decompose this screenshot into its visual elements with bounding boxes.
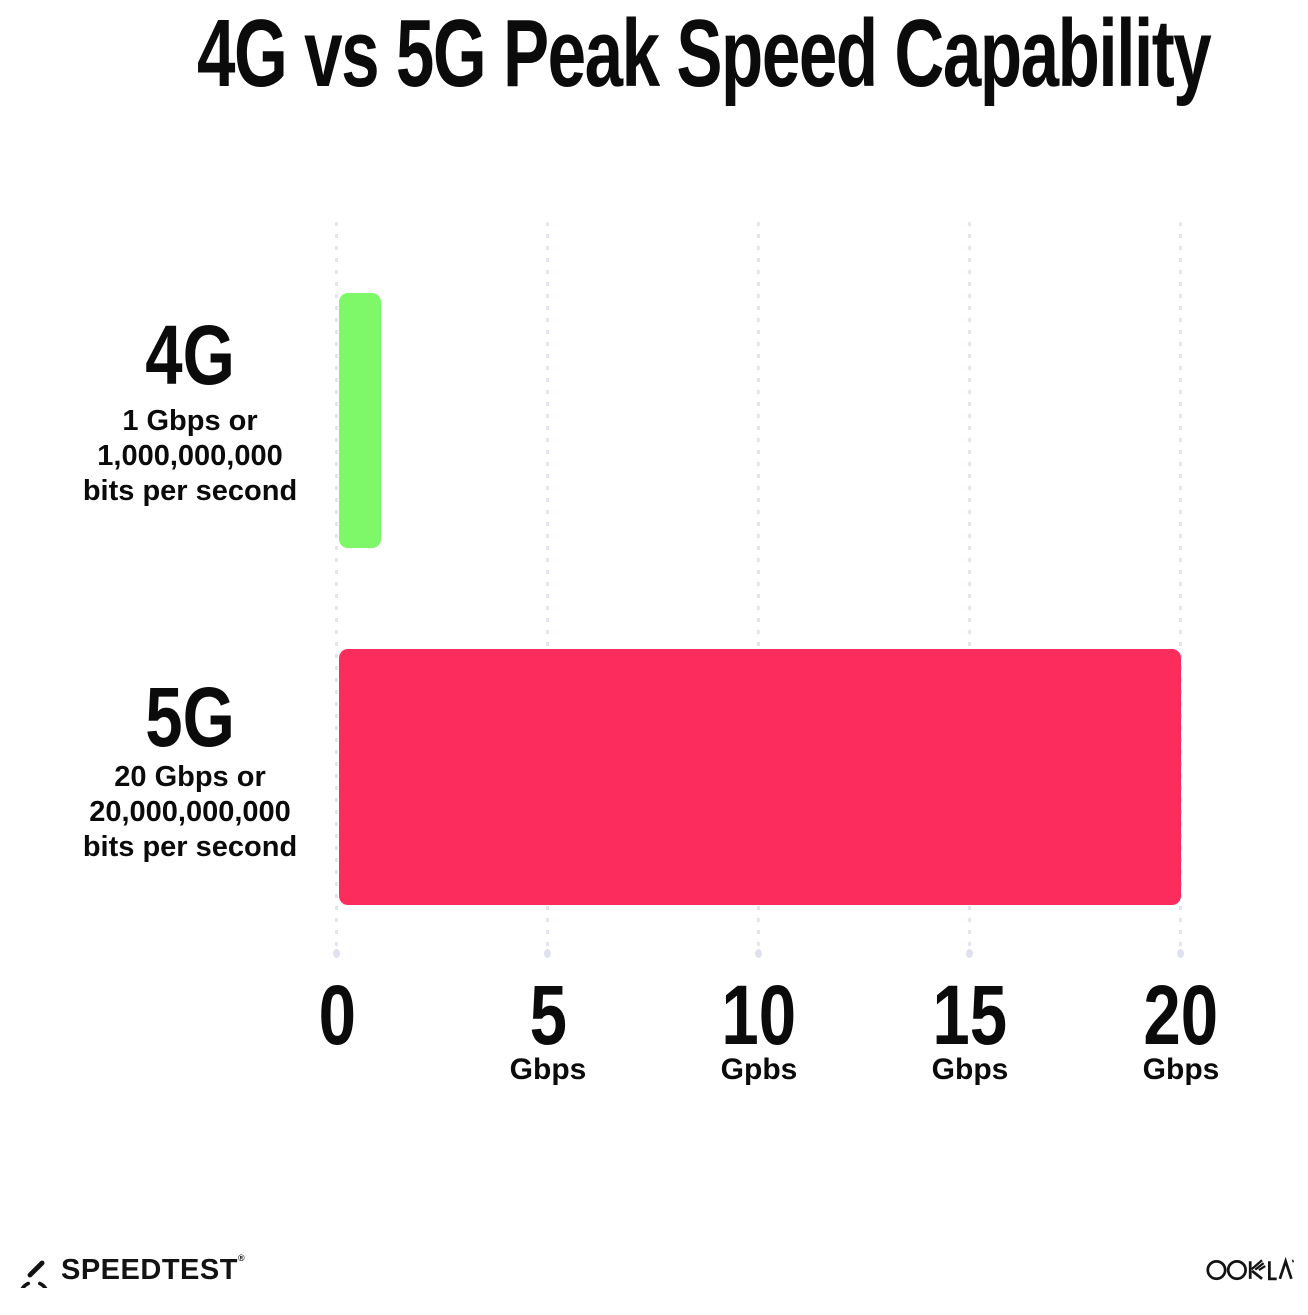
category-label-4g: 4G <box>30 308 350 402</box>
gridline-end-dot <box>966 949 973 958</box>
gridline-end-dot <box>1177 949 1184 958</box>
x-tick-value-10: 10 <box>669 973 849 1057</box>
category-name-5g: 5G <box>145 670 235 764</box>
gridline-10 <box>755 222 762 958</box>
x-tick-value-text: 10 <box>721 968 797 1062</box>
x-tick-unit-5: Gbps <box>509 1053 587 1086</box>
chart-title-text: 4G vs 5G Peak Speed Capability <box>197 0 1212 107</box>
bar-4g <box>339 293 381 548</box>
x-tick-value-text: 0 <box>318 968 356 1062</box>
sublabel-line: 20 Gbps or <box>114 761 266 793</box>
x-tick-value-text: 15 <box>932 968 1008 1062</box>
chart-title: 4G vs 5G Peak Speed Capability <box>0 6 1308 102</box>
x-tick-value-0: 0 <box>247 973 427 1057</box>
gridline-end-dot <box>333 949 340 958</box>
sublabel-line: bits per second <box>82 831 298 863</box>
ookla-logo <box>1206 1254 1295 1289</box>
speedtest-label: SPEEDTEST <box>61 1254 238 1286</box>
x-tick-value-20: 20 <box>1091 973 1271 1057</box>
category-label-5g: 5G <box>30 670 350 764</box>
gridline-15 <box>966 222 973 958</box>
x-tick-value-text: 5 <box>529 968 567 1062</box>
bar-5g <box>339 649 1181 905</box>
sublabel-line: bits per second <box>82 475 298 507</box>
sublabel-line: 1 Gbps or <box>122 405 258 437</box>
x-tick-unit-15: Gbps <box>931 1053 1009 1086</box>
speedtest-logo: SPEEDTEST® <box>16 1250 245 1290</box>
gridline-5 <box>544 222 551 958</box>
category-sublabel-5g: 20 Gbps or 20,000,000,000 bits per secon… <box>30 760 350 865</box>
category-sublabel-4g: 1 Gbps or 1,000,000,000 bits per second <box>30 404 350 509</box>
gridline-end-dot <box>755 949 762 958</box>
x-tick-value-15: 15 <box>880 973 1060 1057</box>
gridline-end-dot <box>544 949 551 958</box>
x-tick-unit-10: Gpbs <box>720 1053 798 1086</box>
x-tick-unit-20: Gbps <box>1142 1053 1220 1086</box>
sublabel-line: 20,000,000,000 <box>89 796 291 828</box>
x-tick-value-5: 5 <box>458 973 638 1057</box>
gridline-20 <box>1177 222 1184 958</box>
ookla-wordmark-icon <box>1206 1256 1295 1281</box>
speedtest-wordmark: SPEEDTEST® <box>61 1253 245 1287</box>
sublabel-line: 1,000,000,000 <box>97 440 283 472</box>
gridline-0 <box>333 222 340 958</box>
speedtest-reg-mark: ® <box>237 1253 245 1263</box>
speedtest-gauge-icon <box>20 1260 48 1288</box>
x-tick-value-text: 20 <box>1143 968 1219 1062</box>
category-name-4g: 4G <box>145 308 235 402</box>
